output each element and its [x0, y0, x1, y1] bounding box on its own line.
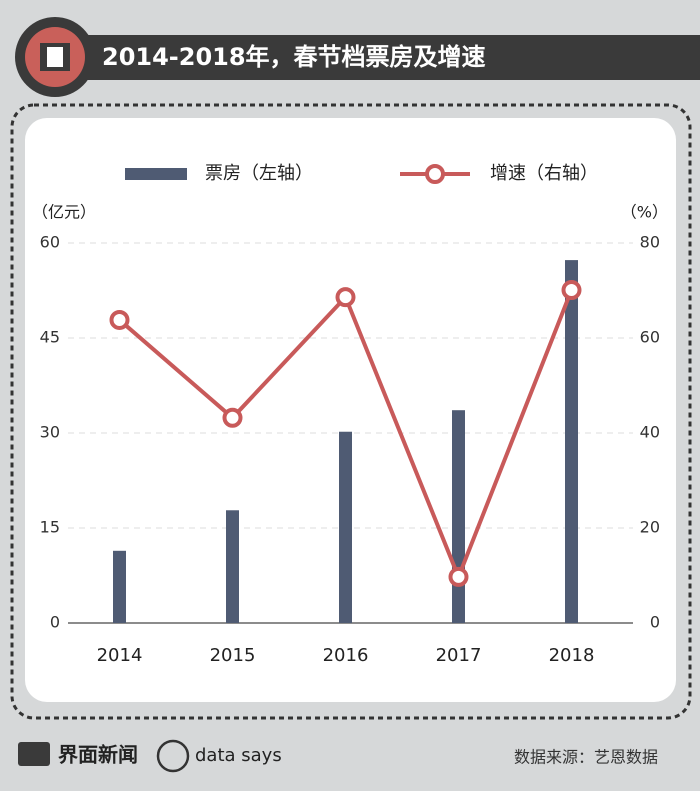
film-frame [47, 47, 63, 67]
x-tick-label: 2016 [323, 645, 369, 666]
x-tick-label: 2017 [436, 645, 482, 666]
x-tick-label: 2018 [549, 645, 595, 666]
header-bar [60, 35, 700, 80]
y-tick-label: 60 [40, 233, 60, 252]
legend-marker [425, 164, 445, 184]
y-axis-label: （亿元） [32, 203, 96, 222]
y2-tick-label: 80 [640, 233, 660, 252]
source: 数据来源：艺恩数据 [514, 748, 658, 767]
brand2: data says [195, 745, 282, 766]
x-tick-label: 2015 [210, 645, 256, 666]
panel [25, 118, 676, 702]
y2-tick-label: 0 [650, 613, 660, 632]
bar [565, 260, 578, 623]
y2-tick-label: 40 [640, 423, 660, 442]
line-marker [561, 280, 582, 301]
legend-swatch [125, 168, 187, 180]
line-marker [109, 309, 130, 330]
bar [113, 550, 126, 623]
brand: 界面新闻 [58, 743, 138, 767]
bar [339, 431, 352, 623]
line-marker [448, 566, 469, 587]
legend-label: 票房（左轴） [205, 163, 313, 184]
bar [226, 510, 239, 623]
y-tick-label: 30 [40, 423, 60, 442]
line-marker [222, 407, 243, 428]
y-tick-label: 0 [50, 613, 60, 632]
y-tick-label: 45 [40, 328, 60, 347]
x-tick-label: 2014 [97, 645, 143, 666]
brand2-icon [156, 739, 190, 773]
y2-tick-label: 60 [640, 328, 660, 347]
frame [10, 103, 692, 720]
bar [452, 410, 465, 623]
y-tick-label: 15 [40, 518, 60, 537]
legend-label: 增速（右轴） [490, 163, 598, 184]
y2-axis-label: （%） [621, 203, 668, 222]
line-marker [335, 287, 356, 308]
y2-tick-label: 20 [640, 518, 660, 537]
chart-title: 2014-2018年，春节档票房及增速 [102, 43, 486, 71]
brand-icon [18, 742, 50, 766]
